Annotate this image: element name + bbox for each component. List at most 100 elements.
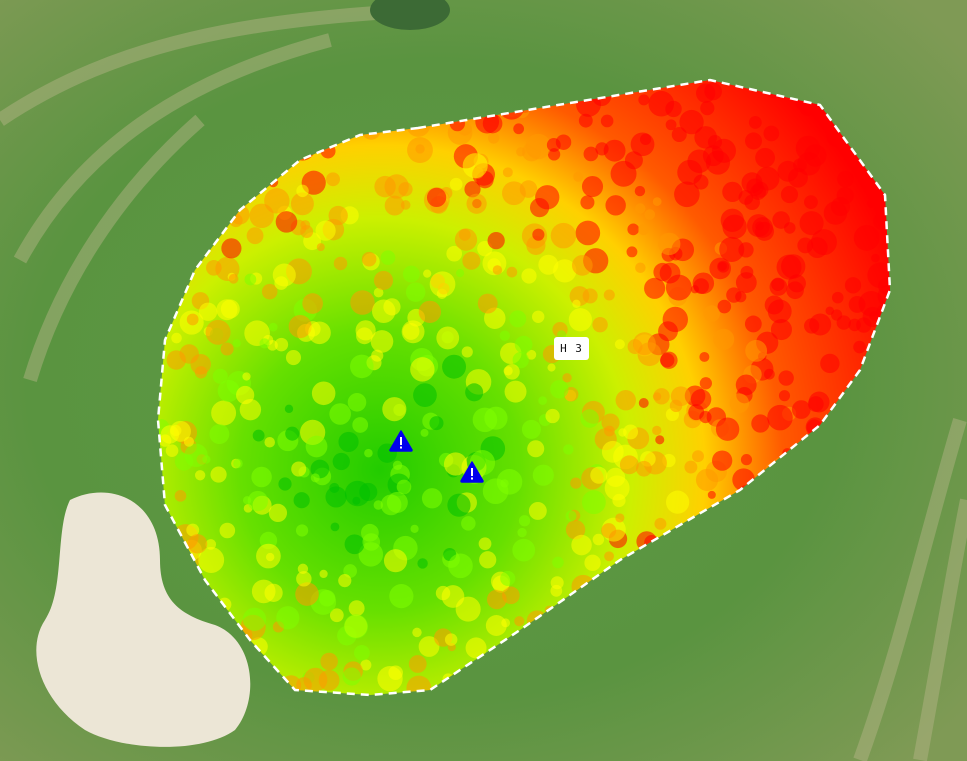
heatmap-cell [373,500,384,510]
heatmap-cell [205,539,217,550]
heatmap-cell [711,450,733,471]
heatmap-cell [443,452,468,476]
heatmap-cell [466,193,487,214]
heatmap-cell [659,352,675,368]
heatmap-cell [421,488,443,509]
heatmap-cell [485,615,507,636]
heatmap-cell [570,477,582,489]
heatmap-cell [487,231,505,250]
heatmap-cell [513,123,525,135]
heatmap-cell [448,553,473,579]
heatmap-cell [856,317,872,333]
heatmap-cell [420,428,429,437]
heatmap-cell [581,175,604,198]
heatmap-cell [410,524,419,533]
heatmap-cell [735,272,757,293]
heatmap-cell [844,277,862,294]
heatmap-cell [456,269,465,278]
heatmap-cell [295,582,319,606]
heatmap-cell [604,551,614,562]
heatmap-cell [763,368,775,380]
heatmap-cell [232,339,241,348]
heatmap-cell [165,444,179,457]
heatmap-cell [315,220,336,241]
heatmap-cell [592,316,608,333]
heatmap-cell [837,170,854,188]
heatmap-cell [601,440,624,463]
heatmap-cell [194,470,206,481]
heatmap-cell [325,486,347,508]
heatmap-cell [454,228,478,251]
heatmap-cell [500,479,509,488]
heatmap-cell [552,556,564,569]
heatmap-cell [630,132,655,157]
heatmap-cell [462,251,481,270]
heatmap-cell [719,236,745,262]
heatmap-cell [853,340,866,354]
heatmap-cell [374,175,396,198]
heatmap-cell [402,265,420,283]
heatmap-cell [171,332,182,344]
heatmap-cell [636,460,652,477]
heatmap-cell [190,354,211,375]
heatmap-cell [518,515,531,527]
heatmap-cell [654,517,667,530]
heatmap-cell [308,321,331,345]
heatmap-cell [755,147,776,168]
heatmap-cell [799,211,824,236]
heatmap-cell [674,181,700,208]
heatmap-cell [160,425,180,444]
heatmap-cell [831,291,844,304]
heatmap-cell [479,551,497,569]
heatmap-cell [274,276,289,290]
heatmap-cell [619,455,639,475]
heatmap-cell [722,214,747,239]
heatmap-cell [408,655,427,673]
warning-triangle-icon[interactable] [460,461,484,483]
heatmap-cell [359,482,378,502]
heatmap-cell [665,490,690,514]
heatmap-cell [462,153,488,179]
heatmap-cell [562,373,572,383]
heatmap-cell [506,266,518,278]
heatmap-cell [332,452,350,471]
heatmap-cell [550,222,577,249]
heatmap-cell [295,524,309,537]
heatmap-cell [575,220,601,246]
warning-triangle-icon[interactable] [389,430,413,452]
heatmap-cell [637,223,650,236]
heatmap-cell [352,417,369,433]
heatmap-cell [444,633,458,646]
heatmap-cell [525,133,551,160]
heatmap-cell [205,319,231,345]
heatmap-cell [571,534,592,556]
heatmap-cell [793,158,807,173]
heatmap-cell [571,254,593,276]
heatmap-cell [744,132,763,150]
heatmap-cell [285,350,302,366]
heatmap-cell [740,454,753,466]
heatmap-cell [187,534,208,554]
heatmap-cell [807,396,824,412]
heatmap-cell [342,667,361,686]
heatmap-cell [707,135,723,150]
heatmap-cell [866,199,876,208]
heatmap-cell [692,450,704,463]
heatmap-cell [565,520,586,540]
heatmap-cell [212,368,228,384]
heatmap-cell [517,527,527,538]
heatmap-cell [546,138,561,152]
heatmap-cell [592,533,605,546]
heatmap-cell [831,309,843,321]
green-boundary[interactable] [156,78,892,697]
heatmap-cell [472,407,498,433]
hole-label[interactable]: H 3 [554,337,589,360]
heatmap-cell [744,194,760,211]
heatmap-cell [492,265,503,275]
heatmap-cell [550,380,569,399]
heatmap-cell [545,408,560,424]
heatmap-cell [174,490,187,502]
heatmap-cell [276,606,300,630]
heatmap-cell [405,282,426,302]
